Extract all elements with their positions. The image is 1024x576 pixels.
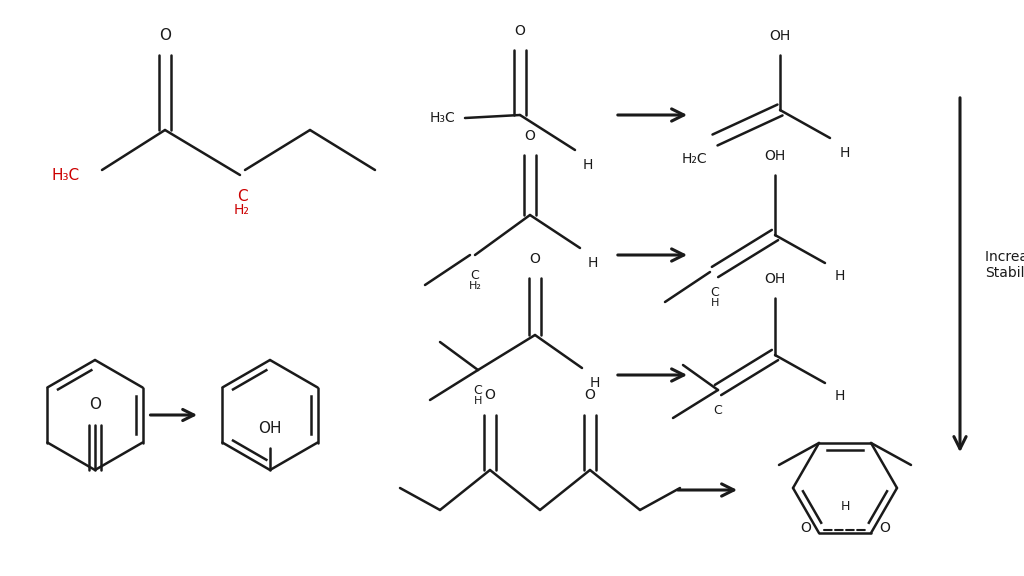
- Text: C: C: [711, 286, 720, 299]
- Text: C: C: [237, 189, 248, 204]
- Text: H: H: [474, 396, 482, 406]
- Text: C: C: [471, 269, 479, 282]
- Text: H: H: [835, 389, 846, 403]
- Text: C: C: [474, 384, 482, 397]
- Text: O: O: [529, 252, 541, 266]
- Text: H: H: [835, 269, 846, 283]
- Text: Increasing Enol
Stability: Increasing Enol Stability: [985, 250, 1024, 280]
- Text: H: H: [711, 298, 719, 308]
- Text: OH: OH: [764, 149, 785, 163]
- Text: O: O: [800, 521, 811, 535]
- Text: O: O: [484, 388, 496, 402]
- Text: H: H: [590, 376, 600, 390]
- Text: H: H: [588, 256, 598, 270]
- Text: O: O: [159, 28, 171, 43]
- Text: H₂: H₂: [234, 203, 250, 217]
- Text: H: H: [840, 146, 850, 160]
- Text: H₃C: H₃C: [52, 168, 80, 183]
- Text: H₂C: H₂C: [681, 152, 707, 166]
- Text: OH: OH: [764, 272, 785, 286]
- Text: O: O: [524, 129, 536, 143]
- Text: OH: OH: [769, 29, 791, 43]
- Text: O: O: [89, 397, 101, 412]
- Text: C: C: [714, 404, 722, 417]
- Text: O: O: [585, 388, 595, 402]
- Text: H₂: H₂: [469, 281, 481, 291]
- Text: H: H: [841, 500, 850, 513]
- Text: OH: OH: [258, 421, 282, 436]
- Text: H: H: [583, 158, 593, 172]
- Text: H₃C: H₃C: [429, 111, 455, 125]
- Text: O: O: [515, 24, 525, 38]
- Text: O: O: [879, 521, 890, 535]
